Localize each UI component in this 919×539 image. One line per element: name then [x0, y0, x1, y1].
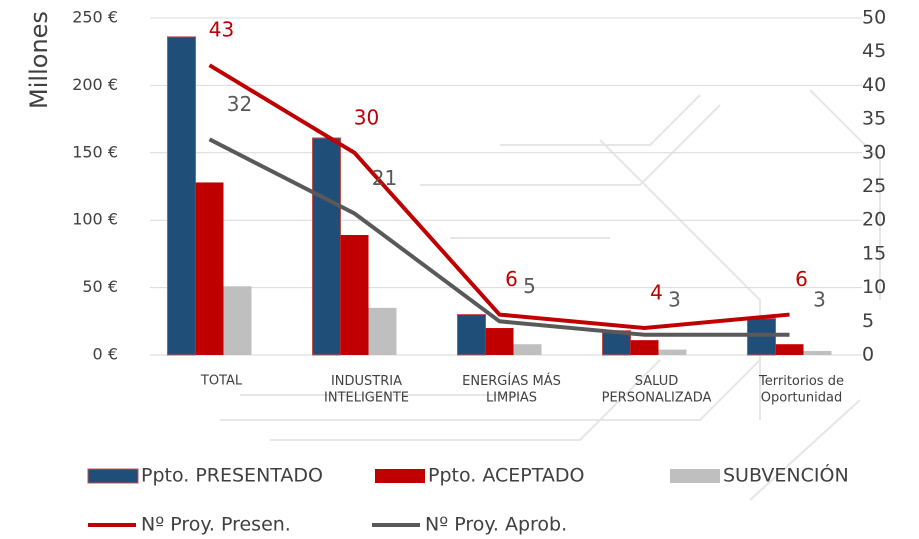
data-label: 5	[523, 274, 536, 298]
bar	[776, 344, 804, 355]
y-tick-label: 150 €	[72, 142, 118, 161]
data-label: 30	[354, 105, 379, 129]
data-label: 21	[372, 166, 397, 190]
bar	[458, 315, 486, 355]
y2-tick-label: 45	[862, 40, 886, 62]
bar	[341, 235, 369, 355]
chart: Millones 0 € 50 € 100 € 150 € 200 € 250 € 0 5 10…	[0, 0, 919, 539]
data-label: 3	[813, 287, 826, 311]
legend-swatch	[670, 469, 720, 483]
legend-label: Ppto. ACEPTADO	[428, 465, 584, 487]
data-label: 3	[668, 287, 681, 311]
y-tick-label: 200 €	[72, 75, 118, 94]
legend-label: Ppto. PRESENTADO	[141, 465, 323, 487]
legend-swatch	[88, 469, 138, 483]
data-label: 6	[505, 267, 518, 291]
bar	[631, 340, 659, 355]
y2-tick-label: 20	[862, 209, 886, 231]
data-label: 32	[227, 92, 252, 116]
line-series	[210, 65, 790, 328]
bar	[369, 308, 397, 355]
bar	[748, 319, 776, 355]
y-tick-label: 250 €	[72, 8, 118, 27]
legend-swatch	[375, 469, 425, 483]
y-axis-title: Millones	[25, 11, 53, 109]
bar	[659, 350, 687, 355]
y2-tick-label: 40	[862, 74, 886, 96]
y-tick-label: 50 €	[82, 277, 118, 296]
legend-label: SUBVENCIÓN	[723, 463, 849, 487]
bar	[168, 37, 196, 355]
data-label: 6	[795, 267, 808, 291]
x-tick-label: TOTAL	[200, 374, 243, 389]
y2-tick-label: 50	[862, 7, 886, 29]
bar	[514, 344, 542, 355]
bar	[313, 138, 341, 355]
bar	[804, 351, 832, 355]
bar	[196, 182, 224, 355]
y-tick-label: 100 €	[72, 210, 118, 229]
legend-label: Nº Proy. Presen.	[141, 514, 291, 536]
y2-tick-label: 0	[862, 344, 874, 366]
data-label: 4	[650, 281, 663, 305]
y2-tick-label: 30	[862, 141, 886, 163]
y-tick-label: 0 €	[93, 345, 118, 364]
y2-tick-label: 15	[862, 242, 886, 264]
bar	[486, 328, 514, 355]
y2-tick-label: 10	[862, 276, 886, 298]
legend-label: Nº Proy. Aprob.	[425, 514, 567, 536]
y2-tick-label: 25	[862, 175, 886, 197]
y2-tick-label: 35	[862, 108, 886, 130]
data-label: 43	[209, 18, 234, 42]
y2-tick-label: 5	[862, 310, 874, 332]
bar	[224, 286, 252, 355]
